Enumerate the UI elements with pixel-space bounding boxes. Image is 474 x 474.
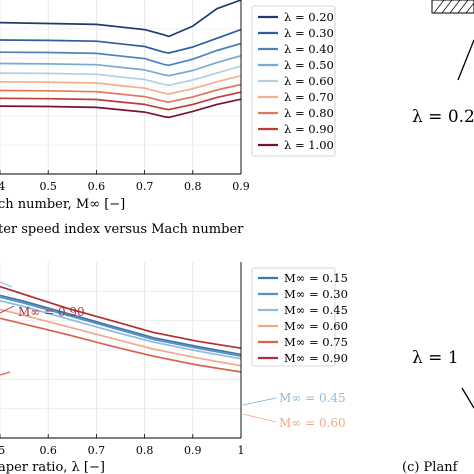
- legend-label: M∞ = 0.30: [284, 287, 348, 301]
- chart-b-x-ticks: .5 0.6 0.7 0.8 0.9 1: [0, 434, 245, 457]
- chart-a-x-axis-label: ch number, M∞ [−]: [0, 197, 125, 212]
- chart-b-legend: M∞ = 0.15 M∞ = 0.30 M∞ = 0.45 M∞ = 0.60 M∞ =…: [258, 271, 348, 365]
- series-line: [0, 285, 242, 350]
- chart-a-x-ticks: .4 0.5 0.6 0.7 0.8 0.9: [0, 170, 250, 193]
- legend-label: λ = 0.50: [284, 58, 334, 72]
- legend-label: M∞ = 0.45: [284, 303, 348, 317]
- annotation-mach-075-left-arrow: [0, 371, 11, 376]
- series-line: [0, 317, 242, 373]
- annotation-mach-060-arrow: [242, 413, 277, 423]
- chart-b-grid: [0, 262, 242, 438]
- planform-panel: λ = 0.2 λ = 1 (c) Planf: [402, 0, 474, 474]
- annotation-mach-045-arrow: [242, 397, 277, 406]
- x-tick-label: .4: [0, 180, 5, 193]
- x-tick-label: 0.6: [39, 444, 57, 457]
- series-line: [0, 54, 242, 77]
- legend-label: λ = 0.80: [284, 106, 334, 120]
- series-line: [0, 28, 242, 54]
- chart-b-series: [0, 285, 242, 373]
- series-line: [0, 0, 242, 38]
- x-tick-label: 0.9: [184, 444, 202, 457]
- chart-a-caption: ter speed index versus Mach number: [0, 222, 244, 237]
- legend-label: M∞ = 0.90: [284, 351, 348, 365]
- planform-lower-edge: [461, 387, 474, 409]
- annotation-mach-045: M∞ = 0.45: [279, 391, 346, 405]
- x-tick-label: 0.8: [184, 180, 202, 193]
- chart-speed-index-vs-mach: .4 0.5 0.6 0.7 0.8 0.9 ch number, M∞ [−] ter …: [0, 0, 336, 237]
- series-line: [0, 308, 242, 367]
- series-line: [0, 42, 242, 67]
- x-tick-label: .5: [0, 444, 5, 457]
- x-tick-label: 0.7: [88, 444, 106, 457]
- series-line: [0, 91, 242, 111]
- annotation-mach-060: M∞ = 0.60: [279, 416, 346, 430]
- x-tick-label: 0.7: [136, 180, 154, 193]
- legend-label: λ = 1.00: [284, 138, 334, 152]
- chart-a-grid: [0, 0, 242, 174]
- chart-a-series: [0, 0, 242, 119]
- series-line: [0, 74, 242, 95]
- planform-root-hatch-box: [431, 0, 474, 14]
- x-tick-label: 0.8: [136, 444, 154, 457]
- legend-label: λ = 0.30: [284, 26, 334, 40]
- series-line: [0, 296, 242, 358]
- annotation-mach-090-arrow: [0, 305, 15, 314]
- series-line: [0, 83, 242, 103]
- x-tick-label: 1: [238, 444, 245, 457]
- planform-caption: (c) Planf: [402, 460, 459, 474]
- annotation-mach-090: M∞ = 0.90: [18, 305, 85, 319]
- legend-label: M∞ = 0.15: [284, 271, 348, 285]
- legend-label: λ = 0.70: [284, 90, 334, 104]
- legend-label: M∞ = 0.75: [284, 335, 348, 349]
- chart-speed-index-vs-taper-ratio: .5 0.6 0.7 0.8 0.9 1 aper ratio, λ [−] M∞ = 0…: [0, 262, 348, 474]
- chart-b-x-axis-label: aper ratio, λ [−]: [0, 460, 105, 474]
- planform-hatching: [433, 0, 474, 14]
- series-line: [0, 98, 242, 119]
- series-line: [0, 294, 242, 356]
- x-tick-label: 0.9: [232, 180, 250, 193]
- annotation-mach-045-left-arrow: [0, 281, 13, 288]
- series-line: [0, 299, 242, 360]
- legend-label: λ = 0.40: [284, 42, 334, 56]
- legend-label: λ = 0.60: [284, 74, 334, 88]
- legend-label: M∞ = 0.60: [284, 319, 348, 333]
- chart-a-legend: λ = 0.20 λ = 0.30 λ = 0.40 λ = 0.50 λ = 0.60…: [258, 10, 334, 152]
- planform-upper-label: λ = 0.2: [412, 107, 474, 127]
- legend-label: λ = 0.90: [284, 122, 334, 136]
- series-line: [0, 65, 242, 87]
- x-tick-label: 0.5: [39, 180, 57, 193]
- legend-label: λ = 0.20: [284, 10, 334, 24]
- chart-a-legend-box: [251, 5, 336, 157]
- x-tick-label: 0.6: [88, 180, 106, 193]
- planform-upper-edge: [457, 39, 474, 81]
- planform-lower-label: λ = 1: [412, 348, 459, 368]
